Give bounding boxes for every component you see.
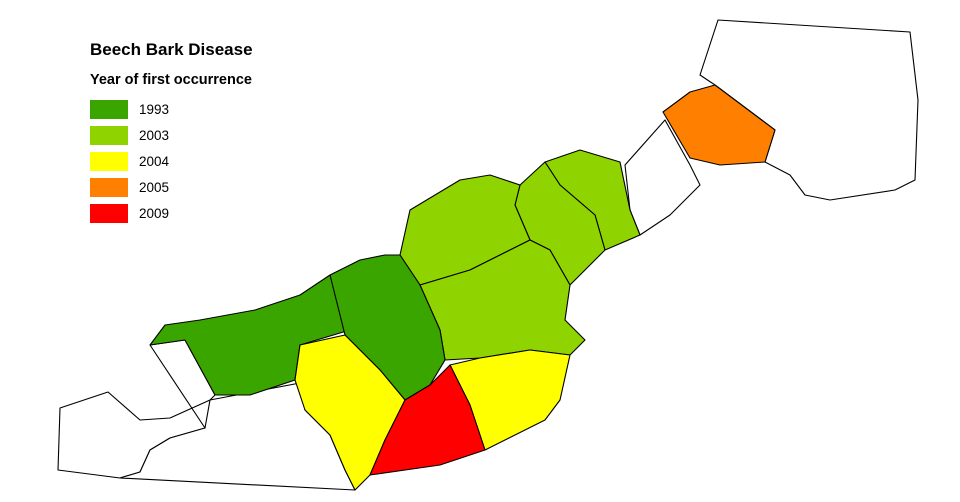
map-legend: Beech Bark Disease Year of first occurre… <box>90 40 253 226</box>
legend-title: Beech Bark Disease <box>90 40 253 59</box>
legend-label: 2005 <box>139 179 170 195</box>
county-central-2003 <box>419 239 586 361</box>
legend-swatch <box>90 125 128 145</box>
county-south-2009 <box>369 364 486 476</box>
legend-label: 2003 <box>139 127 170 143</box>
legend-item-2004: 2004 <box>90 148 253 174</box>
legend-subtitle: Year of first occurrence <box>90 72 252 88</box>
county-far-ne-2005 <box>662 84 776 166</box>
legend-swatch <box>90 203 128 223</box>
legend-label: 2004 <box>139 153 170 169</box>
legend-item-2003: 2003 <box>90 122 253 148</box>
legend-label: 2009 <box>139 205 170 221</box>
legend-item-2005: 2005 <box>90 174 253 200</box>
legend-swatch <box>90 177 128 197</box>
legend-label: 1993 <box>139 101 170 117</box>
legend-swatch <box>90 99 128 119</box>
legend-item-1993: 1993 <box>90 96 253 122</box>
legend-item-2009: 2009 <box>90 200 253 226</box>
legend-swatch <box>90 151 128 171</box>
